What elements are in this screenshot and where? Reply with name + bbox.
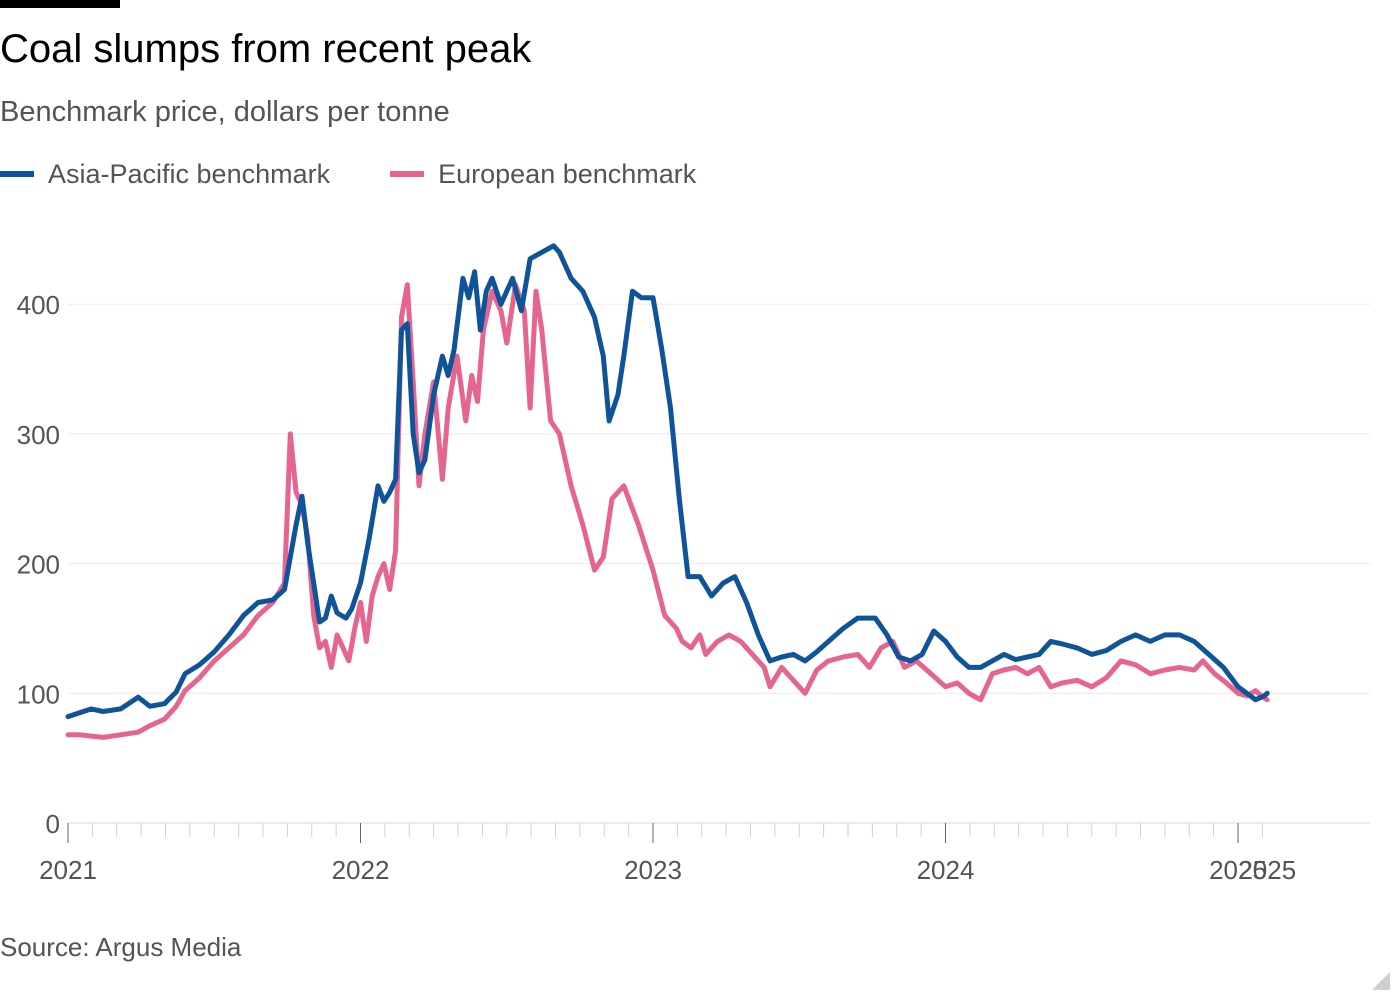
series-line-asia-pacific-benchmark [65,243,1270,720]
legend-item-asia-pacific: Asia-Pacific benchmark [0,159,330,190]
legend-label-asia-pacific: Asia-Pacific benchmark [48,158,331,189]
brand-bar [0,0,120,8]
chart-subtitle: Benchmark price, dollars per tonne [0,96,450,128]
legend-swatch-european [390,171,425,177]
x-tick-label-4: 2025 [1209,855,1267,885]
source-note: Source: Argus Media [0,932,242,962]
x-tick-label-0: 2021 [39,855,97,885]
gridlines [68,303,1370,824]
y-axis: 0 100 200 300 400 [17,290,60,839]
y-tick-label-100: 100 [17,679,60,709]
y-tick-label-400: 400 [17,290,60,320]
legend-item-european: European benchmark [390,159,696,190]
legend-swatch-asia-pacific [0,171,34,177]
y-tick-label-200: 200 [17,550,60,580]
x-tick-label-5: 2025 [1238,855,1296,885]
y-tick-label-0: 0 [46,809,60,839]
chart-legend: Asia-Pacific benchmark European benchmar… [0,154,756,194]
y-tick-label-300: 300 [17,420,60,450]
x-tick-label-2: 2023 [624,855,682,885]
series-lines [65,243,1270,740]
series-line-european-benchmark [65,282,1270,740]
x-tick-label-1: 2022 [332,855,390,885]
chart-title: Coal slumps from recent peak [0,27,532,71]
x-tick-label-3: 2024 [917,855,975,885]
corner-mark [1372,972,1390,990]
legend-label-european: European benchmark [438,158,697,189]
